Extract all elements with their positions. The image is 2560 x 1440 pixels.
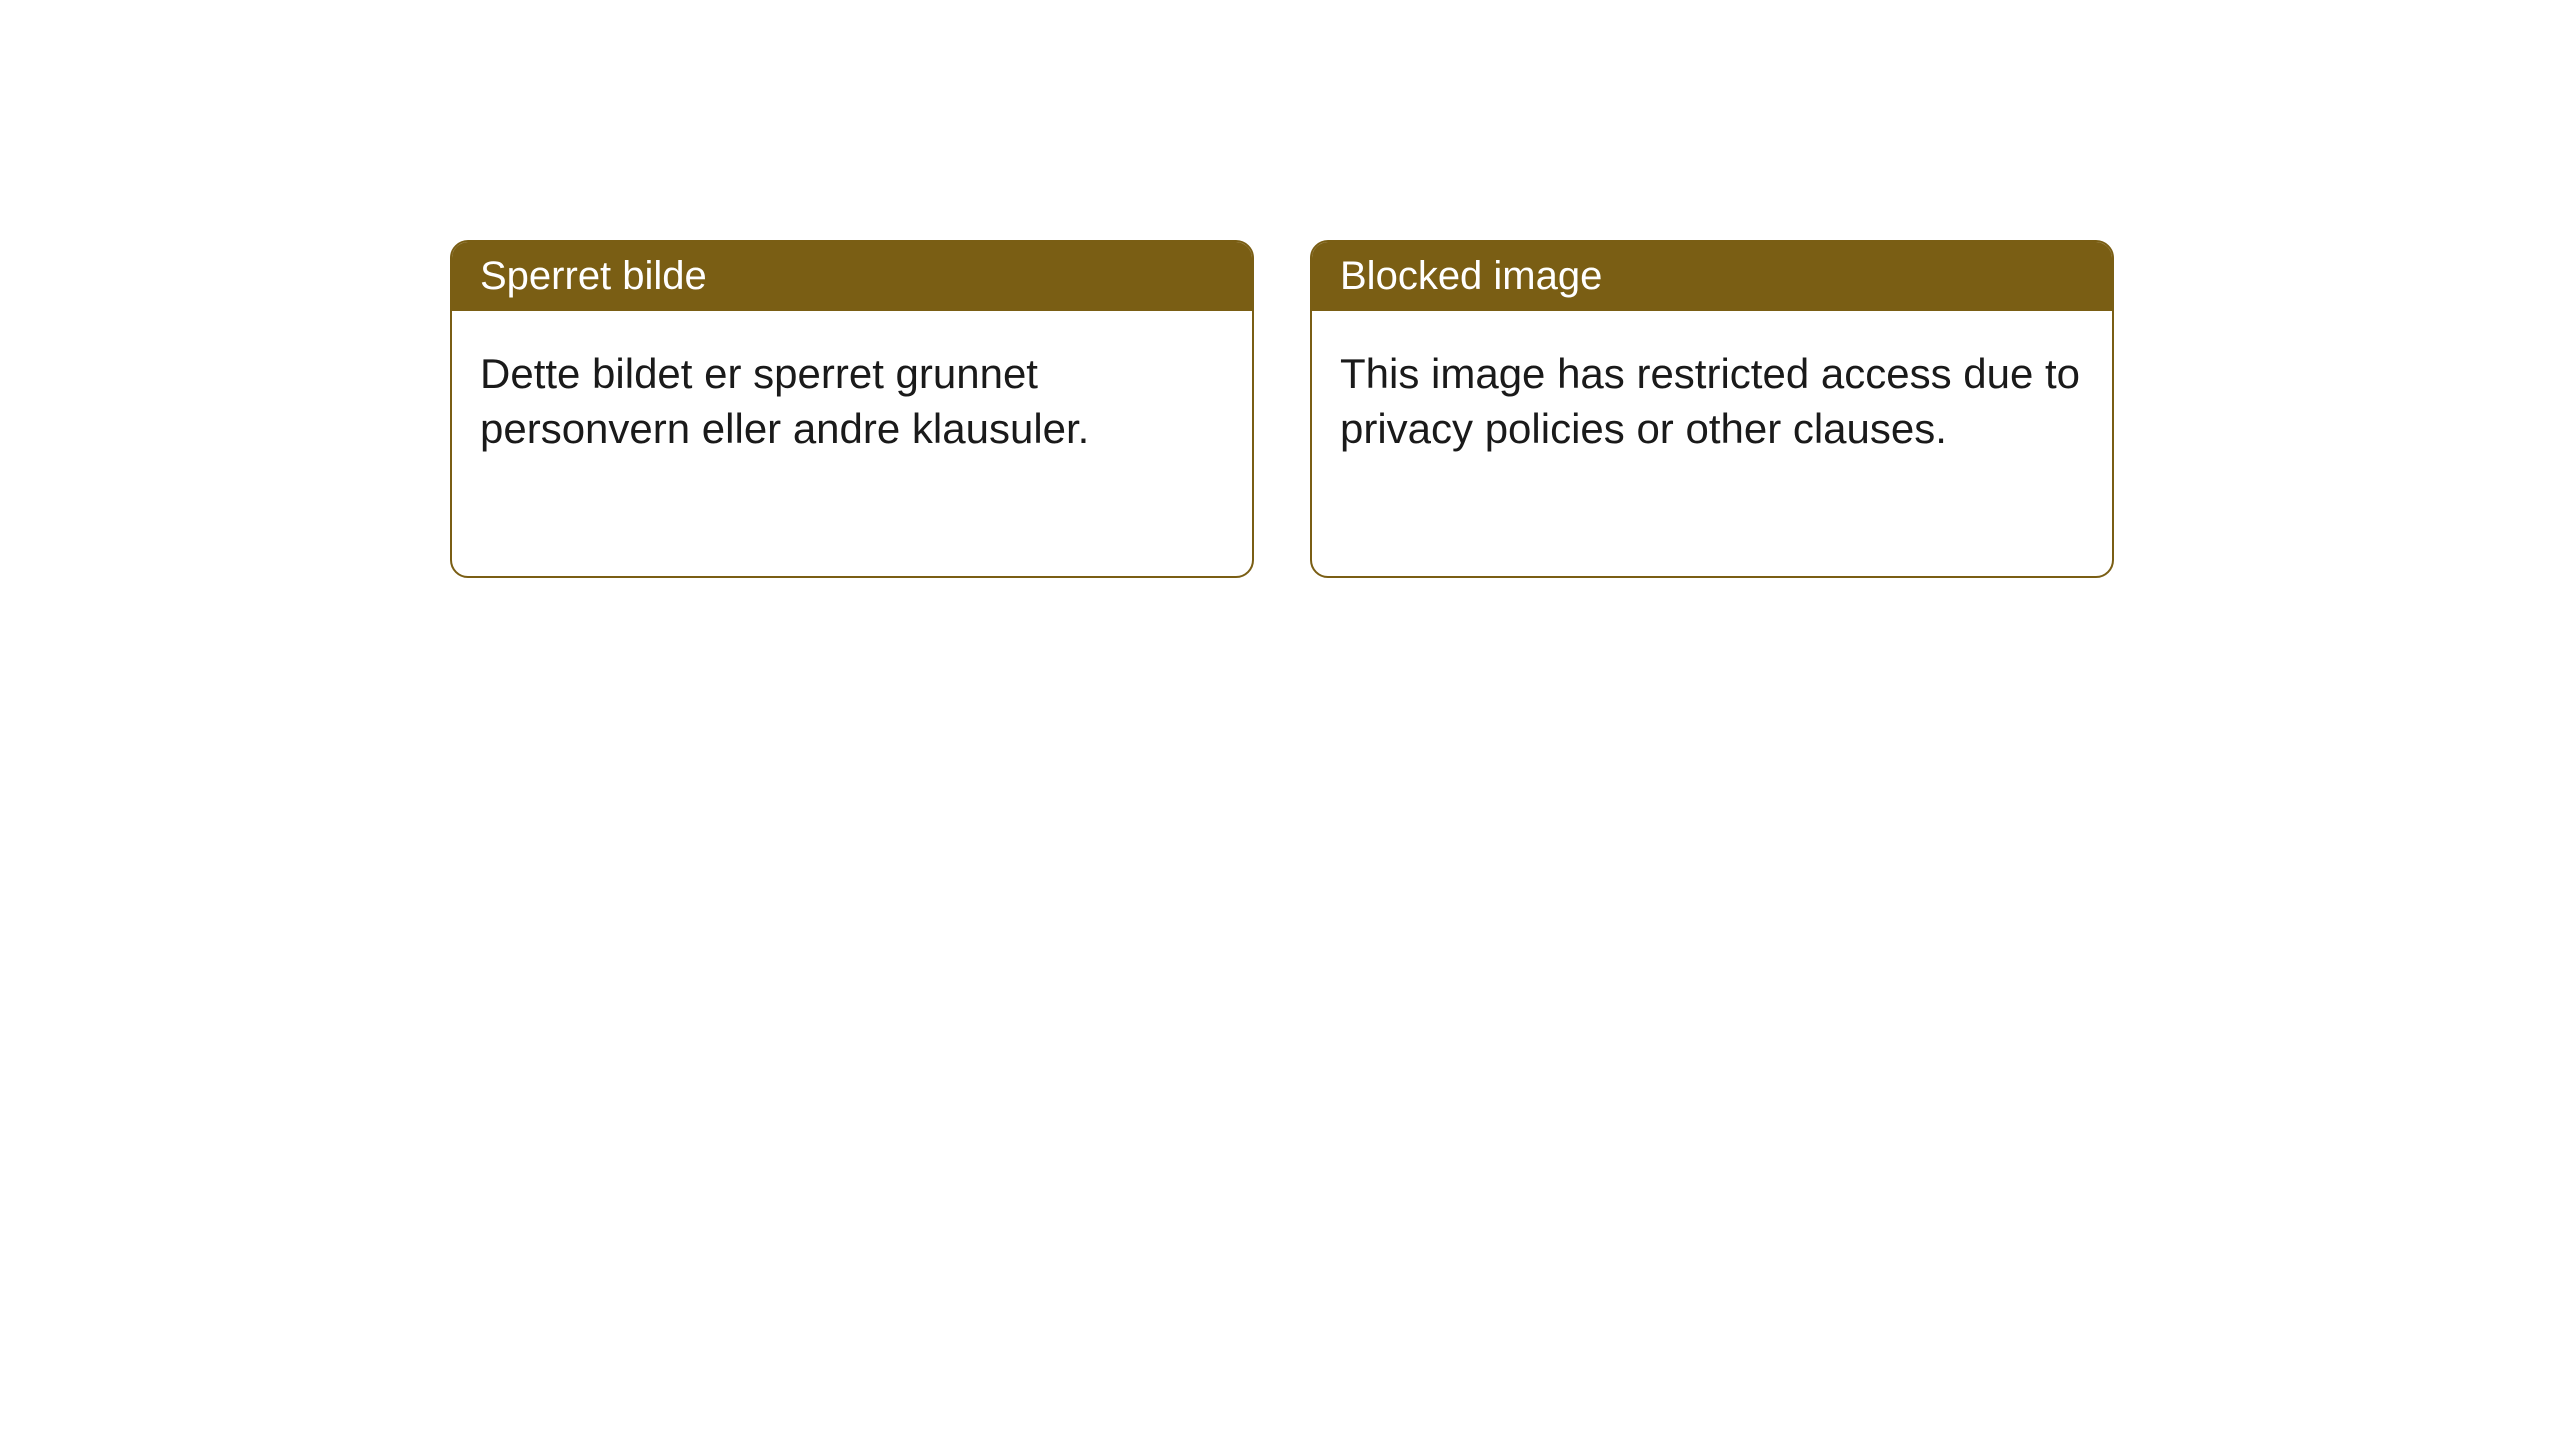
card-header: Sperret bilde — [452, 242, 1252, 311]
card-header: Blocked image — [1312, 242, 2112, 311]
card-body: This image has restricted access due to … — [1312, 311, 2112, 492]
card-body-text: This image has restricted access due to … — [1340, 350, 2080, 452]
card-title: Blocked image — [1340, 254, 1602, 298]
card-title: Sperret bilde — [480, 254, 707, 298]
card-body-text: Dette bildet er sperret grunnet personve… — [480, 350, 1089, 452]
notice-card-norwegian: Sperret bilde Dette bildet er sperret gr… — [450, 240, 1254, 578]
notice-card-english: Blocked image This image has restricted … — [1310, 240, 2114, 578]
card-body: Dette bildet er sperret grunnet personve… — [452, 311, 1252, 492]
notice-container: Sperret bilde Dette bildet er sperret gr… — [450, 240, 2114, 578]
